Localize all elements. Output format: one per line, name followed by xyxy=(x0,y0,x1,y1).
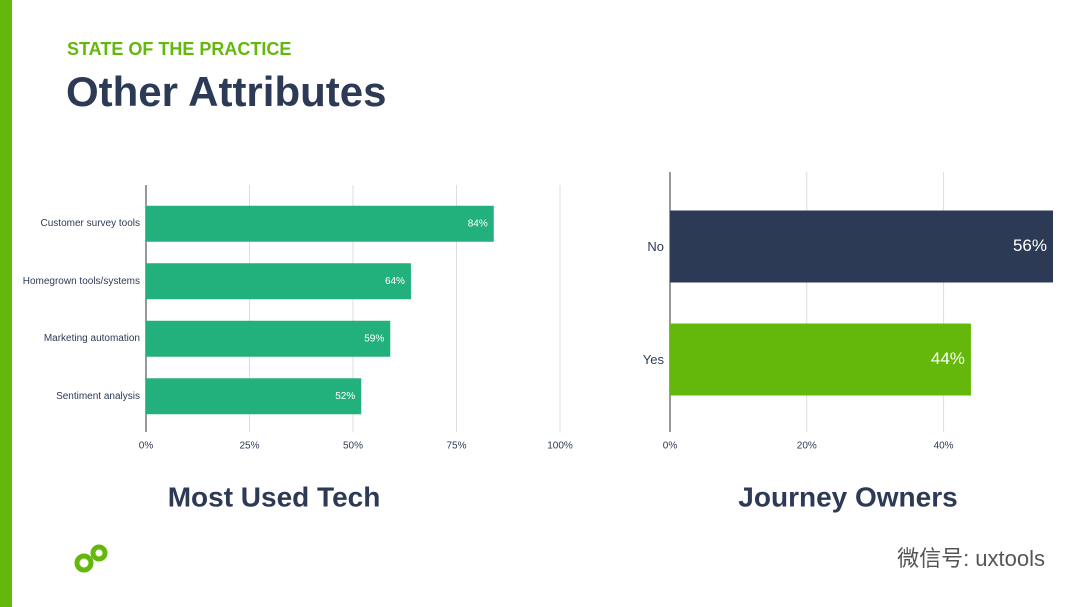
value-label: 44% xyxy=(931,349,965,368)
category-label: Sentiment analysis xyxy=(56,390,140,402)
bar xyxy=(146,320,391,357)
x-tick-label: 0% xyxy=(139,441,154,452)
bar xyxy=(670,210,1053,283)
chart-title: Journey Owners xyxy=(738,481,957,512)
category-label: Customer survey tools xyxy=(40,218,140,229)
value-label: 52% xyxy=(335,391,355,402)
x-tick-label: 50% xyxy=(343,441,363,452)
category-label: No xyxy=(647,238,664,254)
x-tick-label: 25% xyxy=(239,441,259,452)
category-label: Yes xyxy=(642,351,664,367)
x-tick-label: 100% xyxy=(547,441,573,452)
value-label: 59% xyxy=(364,333,384,344)
value-label: 56% xyxy=(1013,236,1047,255)
x-tick-label: 0% xyxy=(663,441,678,452)
x-tick-label: 40% xyxy=(934,441,954,452)
value-label: 84% xyxy=(468,218,488,229)
x-tick-label: 20% xyxy=(797,441,817,452)
bar xyxy=(146,205,494,242)
chart-title: Most Used Tech xyxy=(168,481,381,512)
bar xyxy=(146,263,411,300)
logo xyxy=(74,544,108,573)
bar xyxy=(670,323,971,396)
value-label: 64% xyxy=(385,276,405,287)
slide-title: Other Attributes xyxy=(66,68,386,115)
x-tick-label: 75% xyxy=(446,441,466,452)
category-label: Homegrown tools/systems xyxy=(22,275,140,287)
category-label: Marketing automation xyxy=(43,333,140,344)
bar xyxy=(146,378,362,415)
kicker: STATE OF THE PRACTICE xyxy=(67,39,291,59)
side-stripe xyxy=(0,0,12,607)
watermark: 微信号: uxtools xyxy=(897,546,1045,571)
